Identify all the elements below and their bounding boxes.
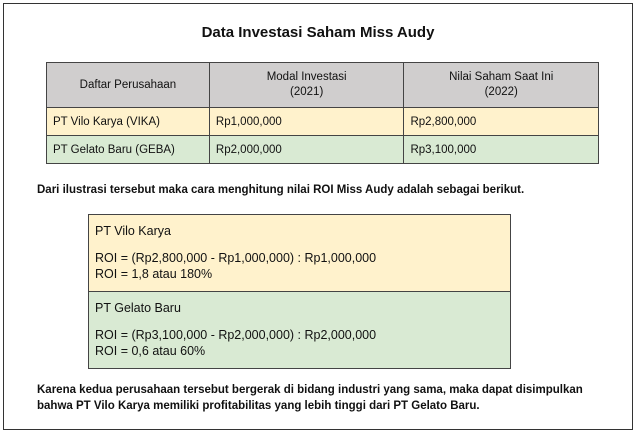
roi-formula: ROI = (Rp2,800,000 - Rp1,000,000) : Rp1,…: [95, 251, 377, 265]
roi-formula: ROI = (Rp3,100,000 - Rp2,000,000) : Rp2,…: [95, 328, 377, 342]
document-title: Data Investasi Saham Miss Audy: [201, 24, 435, 41]
roi-result: ROI = 1,8 atau 180%: [95, 267, 213, 281]
cell-capital: Rp2,000,000: [208, 135, 405, 164]
header-capital-label: Modal Investasi: [266, 71, 347, 83]
roi-company-name: PT Gelato Baru: [95, 301, 181, 315]
conclusion-line-1: Karena kedua perusahaan tersebut bergera…: [37, 384, 583, 396]
roi-section-vika: PT Vilo Karya ROI = (Rp2,800,000 - Rp1,0…: [89, 215, 510, 292]
roi-section-geba: PT Gelato Baru ROI = (Rp3,100,000 - Rp2,…: [89, 292, 510, 368]
header-capital: Modal Investasi (2021): [208, 62, 405, 108]
header-current-value: Nilai Saham Saat Ini (2022): [403, 62, 599, 108]
roi-calculation-box: PT Vilo Karya ROI = (Rp2,800,000 - Rp1,0…: [88, 214, 511, 369]
cell-company: PT Gelato Baru (GEBA): [46, 135, 210, 164]
roi-company-name: PT Vilo Karya: [95, 224, 171, 238]
cell-company: PT Vilo Karya (VIKA): [46, 107, 210, 136]
table-header-row: Daftar Perusahaan Modal Investasi (2021)…: [46, 62, 599, 108]
intro-text: Dari ilustrasi tersebut maka cara menghi…: [37, 184, 525, 196]
cell-current-value: Rp3,100,000: [403, 135, 599, 164]
document-frame: Data Investasi Saham Miss Audy Daftar Pe…: [3, 3, 633, 430]
conclusion-text: Karena kedua perusahaan tersebut bergera…: [37, 382, 637, 414]
header-company: Daftar Perusahaan: [46, 62, 210, 108]
cell-capital: Rp1,000,000: [208, 107, 405, 136]
header-current-value-year: (2022): [484, 86, 518, 98]
investment-table: Daftar Perusahaan Modal Investasi (2021)…: [46, 62, 599, 164]
header-company-label: Daftar Perusahaan: [79, 78, 177, 91]
header-capital-year: (2021): [290, 86, 324, 98]
cell-current-value: Rp2,800,000: [403, 107, 599, 136]
conclusion-line-2: bahwa PT Vilo Karya memiliki profitabili…: [37, 400, 480, 412]
roi-result: ROI = 0,6 atau 60%: [95, 344, 206, 358]
header-current-value-label: Nilai Saham Saat Ini: [449, 71, 554, 83]
table-row-vika: PT Vilo Karya (VIKA) Rp1,000,000 Rp2,800…: [46, 107, 599, 136]
table-row-geba: PT Gelato Baru (GEBA) Rp2,000,000 Rp3,10…: [46, 135, 599, 164]
